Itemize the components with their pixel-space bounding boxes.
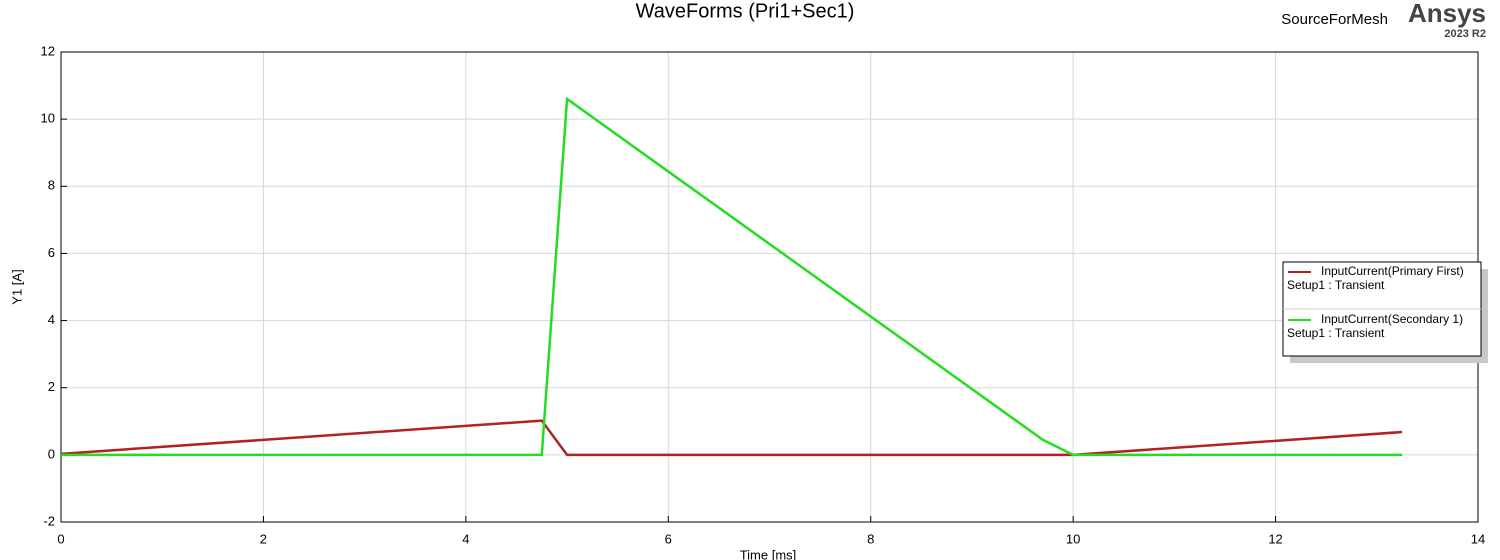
x-tick-label: 8 bbox=[867, 531, 874, 546]
y-tick-label: 8 bbox=[48, 178, 55, 193]
version: 2023 R2 bbox=[1444, 28, 1486, 40]
y-tick-label: 12 bbox=[41, 43, 55, 58]
brand: Ansys bbox=[1408, 0, 1486, 28]
legend-label: InputCurrent(Primary First) bbox=[1321, 264, 1464, 278]
y-tick-label: -2 bbox=[43, 513, 55, 528]
legend-sublabel: Setup1 : Transient bbox=[1287, 326, 1385, 340]
x-tick-label: 4 bbox=[462, 531, 469, 546]
legend-label: InputCurrent(Secondary 1) bbox=[1321, 312, 1463, 326]
y-tick-label: 2 bbox=[48, 379, 55, 394]
x-tick-label: 0 bbox=[57, 531, 64, 546]
x-axis-label: Time [ms] bbox=[740, 547, 797, 560]
x-tick-label: 14 bbox=[1471, 531, 1485, 546]
project-name: SourceForMesh bbox=[1281, 11, 1388, 28]
plot-frame bbox=[60, 51, 1479, 523]
y-axis-label: Y1 [A] bbox=[9, 269, 24, 304]
y-tick-label: 0 bbox=[48, 446, 55, 461]
x-tick-label: 12 bbox=[1268, 531, 1282, 546]
series-line bbox=[61, 96, 1403, 457]
x-tick-label: 10 bbox=[1066, 531, 1080, 546]
y-tick-label: 6 bbox=[48, 245, 55, 260]
chart-title: WaveForms (Pri1+Sec1) bbox=[636, 0, 855, 22]
series-line bbox=[60, 419, 1403, 457]
x-tick-label: 6 bbox=[665, 531, 672, 546]
x-tick-label: 2 bbox=[260, 531, 267, 546]
y-tick-label: 4 bbox=[48, 312, 55, 327]
y-tick-label: 10 bbox=[41, 111, 55, 126]
legend-sublabel: Setup1 : Transient bbox=[1287, 278, 1385, 292]
